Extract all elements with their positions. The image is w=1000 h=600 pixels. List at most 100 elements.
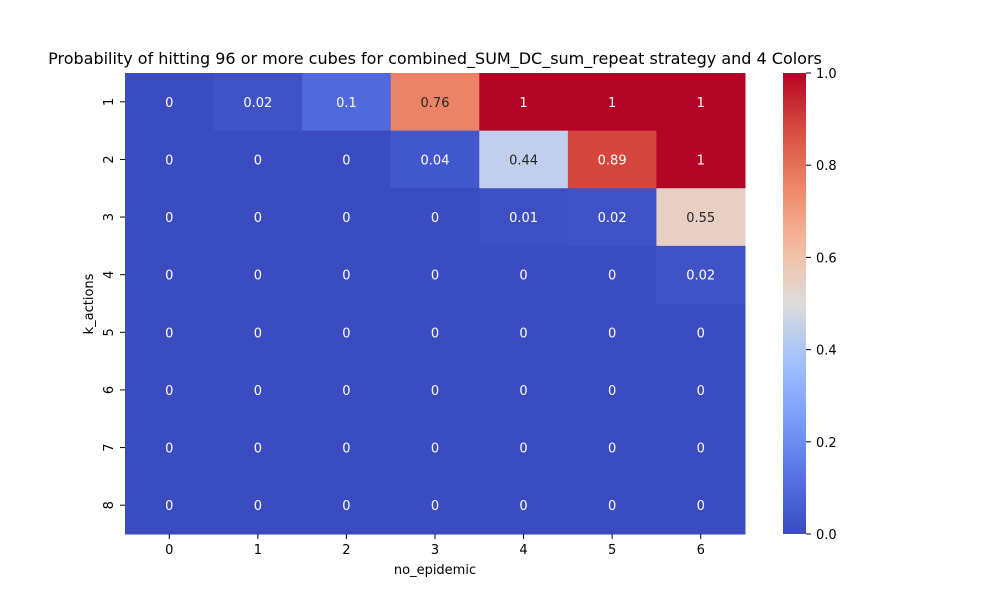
cell-value-label: 0 (431, 326, 439, 341)
heatmap-cell (390, 130, 480, 189)
x-axis-label: no_epidemic (394, 563, 476, 578)
y-tick-label: 1 (102, 98, 117, 106)
heatmap-cell (390, 245, 480, 304)
heatmap-cell (479, 188, 569, 247)
cell-value-label: 0.02 (686, 269, 715, 284)
heatmap-cell (302, 476, 392, 535)
cell-value-label: 0 (697, 499, 705, 514)
cell-value-label: 0 (519, 384, 527, 399)
heatmap-cell (302, 73, 392, 132)
heatmap-cell (390, 188, 480, 247)
y-axis-ticks: 1 2 3 4 5 6 7 8 (102, 98, 125, 509)
heatmap-cell (125, 130, 215, 189)
heatmap-cell (213, 303, 303, 362)
cell-value-label: 0.55 (686, 211, 715, 226)
heatmap-cell (390, 361, 480, 420)
cell-value-label: 1 (697, 153, 705, 168)
cell-value-label: 0 (254, 384, 262, 399)
cell-value-label: 0 (608, 384, 616, 399)
cell-value-label: 0 (165, 153, 173, 168)
cell-value-label: 0 (165, 499, 173, 514)
cell-value-label: 0 (254, 269, 262, 284)
x-tick-label: 4 (519, 543, 527, 558)
heatmap-cell (213, 476, 303, 535)
heatmap-cell (567, 130, 657, 189)
heatmap-cell (302, 361, 392, 420)
cell-value-label: 0 (431, 442, 439, 457)
heatmap-cell (656, 303, 746, 362)
cell-value-label: 0 (342, 211, 350, 226)
heatmap-cell (567, 303, 657, 362)
colorbar-tick-label: 0.0 (816, 528, 837, 543)
y-tick-label: 8 (102, 501, 117, 509)
cell-value-label: 0 (608, 269, 616, 284)
cell-value-label: 0 (519, 326, 527, 341)
heatmap-cell (125, 245, 215, 304)
heatmap-cell (213, 130, 303, 189)
cell-value-label: 0 (165, 326, 173, 341)
heatmap-cell (302, 245, 392, 304)
heatmap-cell (479, 245, 569, 304)
cell-value-label: 0 (342, 153, 350, 168)
heatmap-cells: 0 0.02 0.1 0.76 1 1 1 0 0 0 0.04 0.44 0.89 1 0 0 0 0 0.01 0… (125, 73, 746, 535)
y-tick-label: 3 (102, 213, 117, 221)
heatmap-cell (479, 303, 569, 362)
cell-value-label: 0.44 (509, 153, 538, 168)
y-tick-label: 4 (102, 271, 117, 279)
cell-value-label: 0.01 (509, 211, 538, 226)
cell-value-label: 0 (608, 442, 616, 457)
cell-value-label: 0 (342, 384, 350, 399)
cell-value-label: 0.1 (336, 96, 357, 111)
colorbar-gradient (783, 73, 806, 534)
heatmap-cell (213, 73, 303, 132)
y-tick-label: 2 (102, 155, 117, 163)
colorbar-tick-label: 1.0 (816, 67, 837, 82)
cell-value-label: 0 (519, 442, 527, 457)
heatmap-cell (390, 418, 480, 477)
heatmap-cell (567, 73, 657, 132)
cell-value-label: 1 (697, 96, 705, 111)
heatmap-cell (567, 361, 657, 420)
heatmap-cell (479, 418, 569, 477)
cell-value-label: 0 (165, 442, 173, 457)
heatmap-cell (656, 245, 746, 304)
colorbar-tick-label: 0.4 (816, 344, 837, 359)
cell-value-label: 0 (697, 384, 705, 399)
heatmap-cell (567, 476, 657, 535)
cell-value-label: 0 (165, 384, 173, 399)
cell-value-label: 0 (342, 442, 350, 457)
cell-value-label: 0 (697, 442, 705, 457)
cell-value-label: 0.89 (598, 153, 627, 168)
x-tick-label: 5 (608, 543, 616, 558)
cell-value-label: 0 (519, 269, 527, 284)
heatmap-cell (390, 476, 480, 535)
heatmap-cell (213, 188, 303, 247)
y-tick-label: 5 (102, 328, 117, 336)
chart-title: Probability of hitting 96 or more cubes … (48, 49, 822, 69)
heatmap-cell (125, 303, 215, 362)
cell-value-label: 0.02 (598, 211, 627, 226)
heatmap-cell (479, 476, 569, 535)
heatmap-cell (125, 418, 215, 477)
colorbar-tick-label: 0.2 (816, 436, 837, 451)
heatmap-cell (302, 188, 392, 247)
x-tick-label: 6 (697, 543, 705, 558)
x-tick-label: 1 (254, 543, 262, 558)
colorbar-tick-label: 0.8 (816, 159, 837, 174)
colorbar: 0.0 0.2 0.4 0.6 0.8 1.0 (783, 67, 837, 543)
cell-value-label: 0 (431, 384, 439, 399)
heatmap-cell (390, 73, 480, 132)
heatmap-cell (656, 73, 746, 132)
cell-value-label: 0 (431, 269, 439, 284)
heatmap-cell (479, 130, 569, 189)
heatmap-cell (656, 476, 746, 535)
y-axis-label: k_actions (82, 273, 97, 334)
heatmap-cell (656, 130, 746, 189)
y-tick-label: 7 (102, 443, 117, 451)
x-tick-label: 3 (431, 543, 439, 558)
heatmap-cell (302, 303, 392, 362)
cell-value-label: 0 (254, 211, 262, 226)
cell-value-label: 0 (165, 211, 173, 226)
cell-value-label: 0 (697, 326, 705, 341)
